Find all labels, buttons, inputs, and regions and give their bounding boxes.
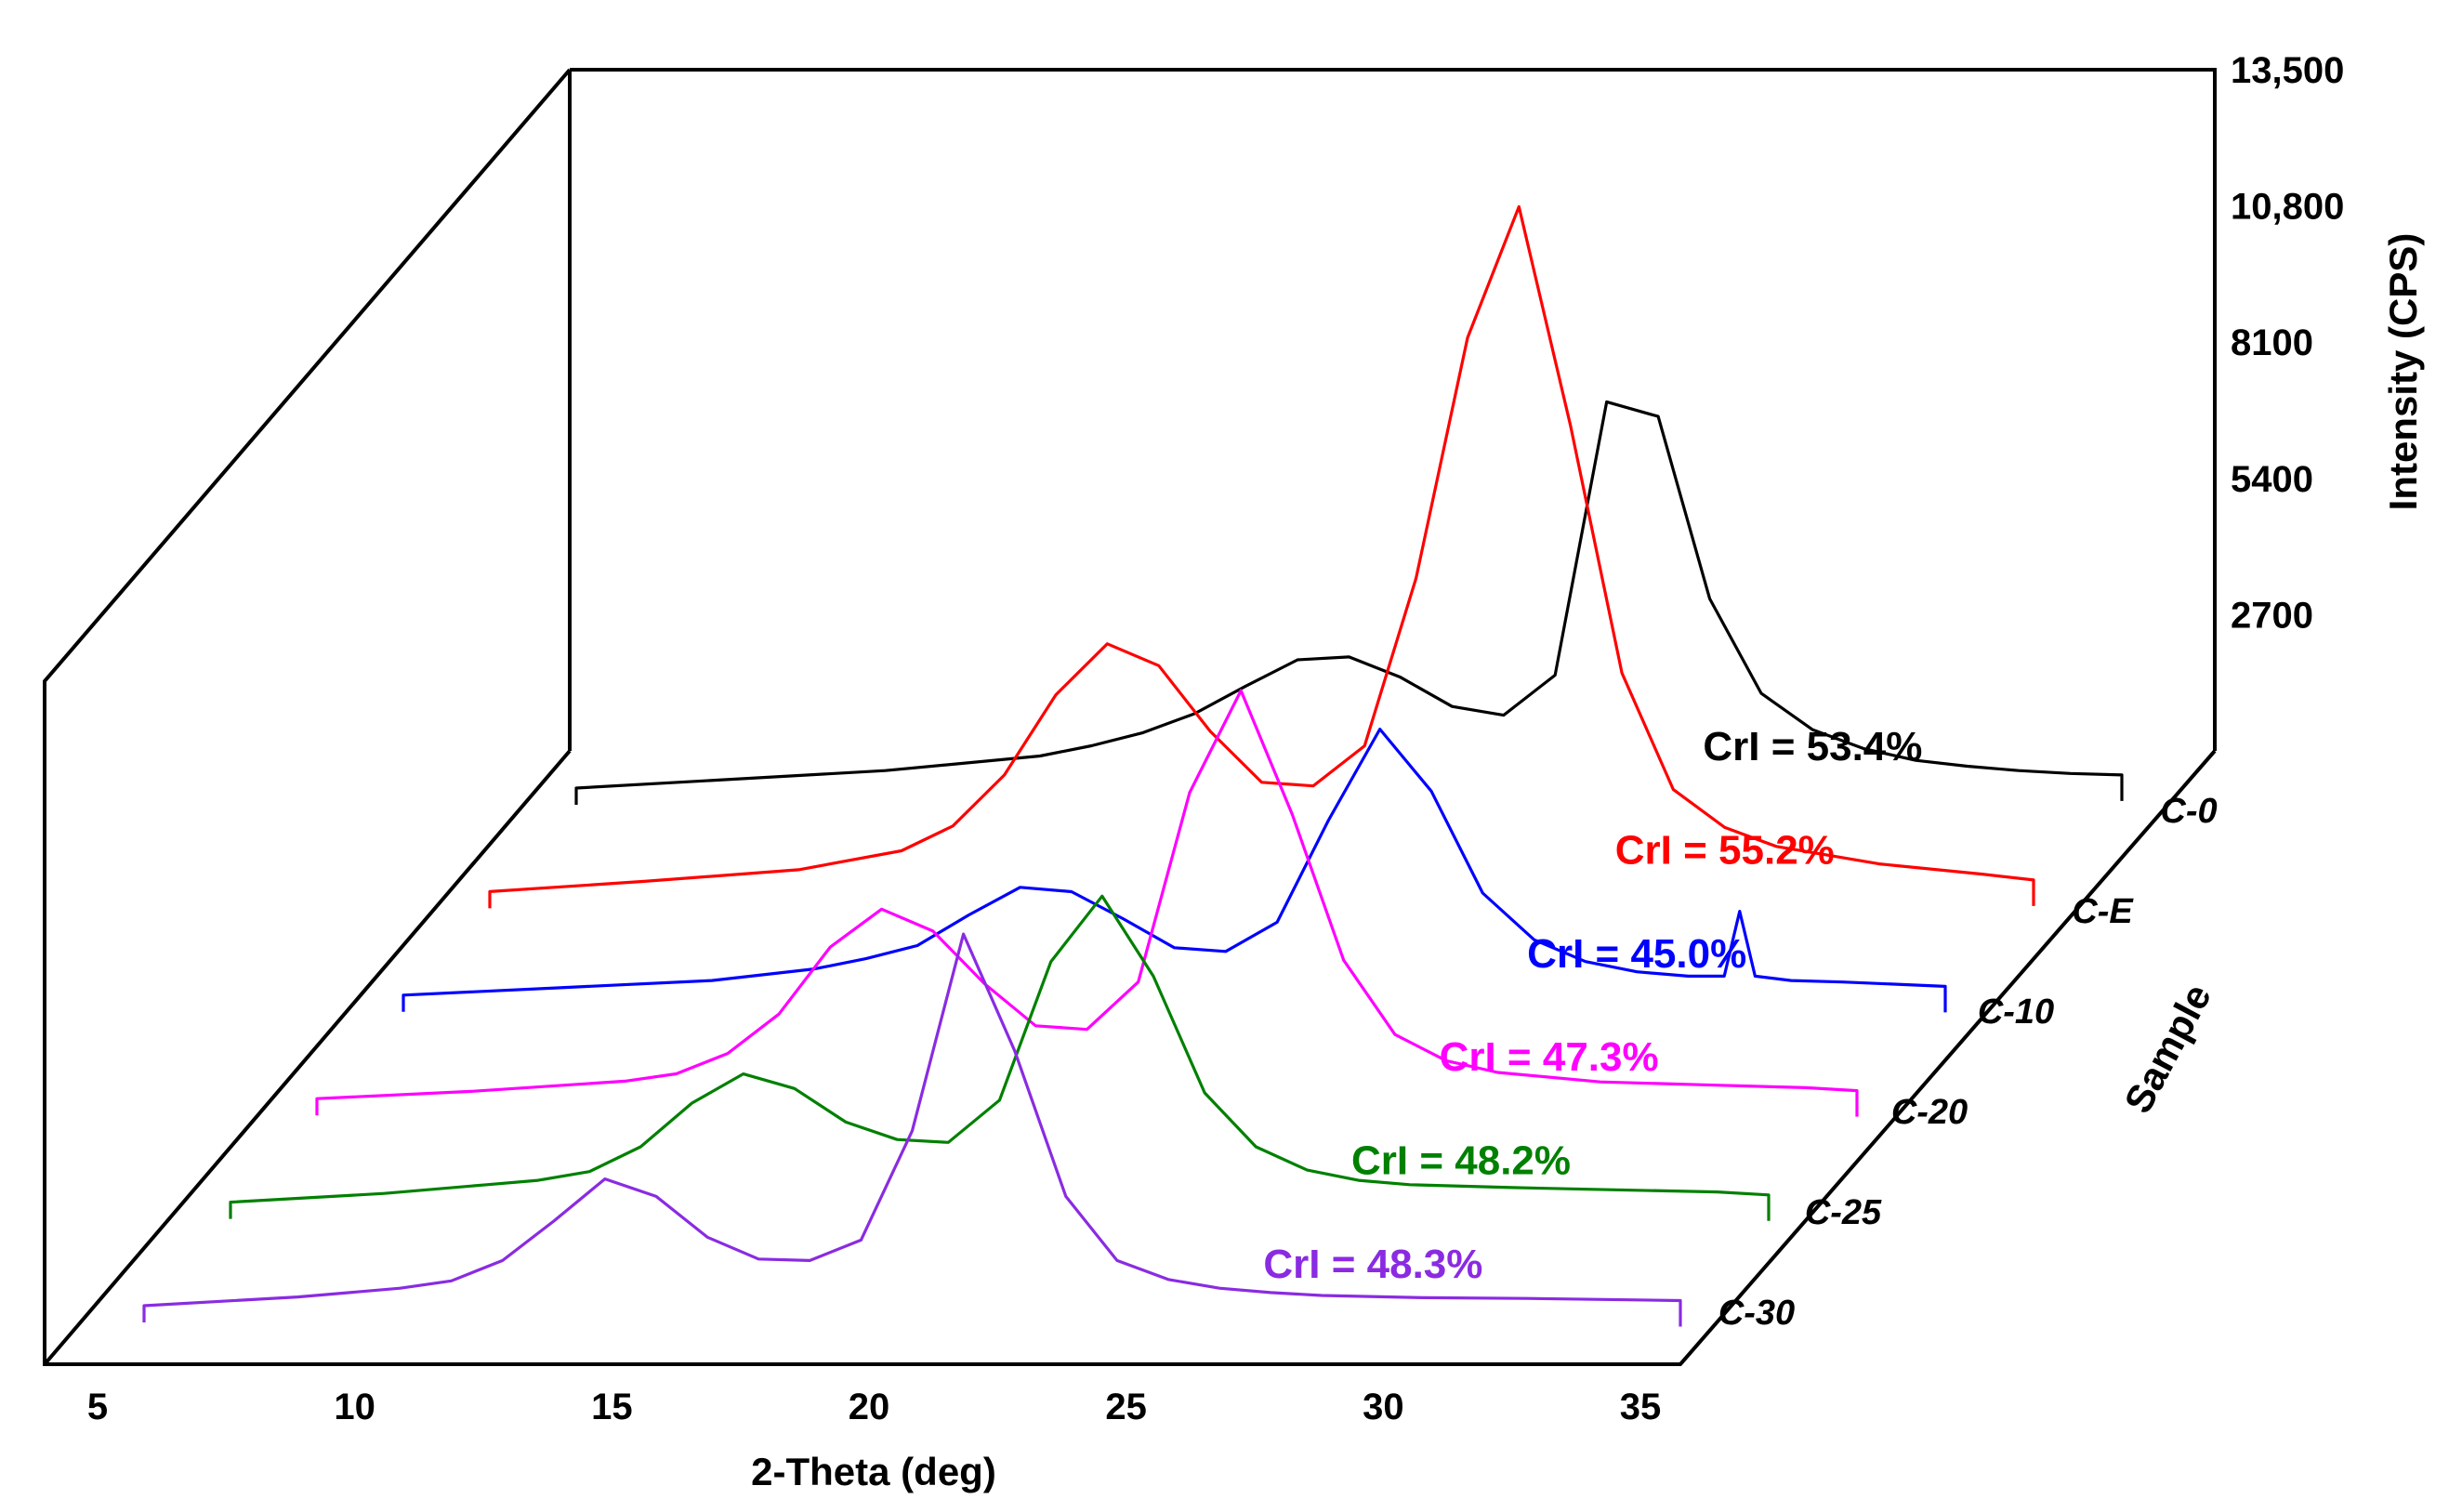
frame-outline [43,68,2217,1366]
sample-label: C-E [2072,892,2134,931]
x-tick-label: 35 [1620,1387,1662,1427]
sample-label: C-0 [2160,792,2217,831]
series-line-c-e [488,204,2035,909]
series-line-c-0 [574,400,2124,805]
crl-label-c-0: CrI = 53.4% [1703,724,1922,769]
x-axis-title: 2-Theta (deg) [751,1450,996,1493]
crl-label-c-30: CrI = 48.3% [1263,1242,1482,1287]
sample-label: C-10 [1978,993,2054,1032]
x-tick-label: 5 [87,1387,108,1427]
crl-label-c-20: CrI = 47.3% [1440,1034,1659,1080]
series-line-c-25 [229,894,1771,1221]
y-tick-label: 10,800 [2231,187,2344,228]
x-tick-label: 10 [334,1387,375,1427]
crl-label-c-e: CrI = 55.2% [1615,827,1835,873]
x-axis-ticks: 5 10 15 20 25 30 35 [87,1387,1661,1427]
crl-label-c-10: CrI = 45.0% [1527,931,1746,977]
chart-frame [43,68,2217,1366]
sample-label: C-20 [1891,1093,1968,1132]
y-axis-title: Intensity (CPS) [2381,233,2425,511]
sample-label: C-30 [1718,1294,1795,1333]
series-line-c-30 [142,932,1682,1327]
y-tick-label: 2700 [2231,595,2313,636]
x-tick-label: 30 [1363,1387,1404,1427]
y-axis-ticks: 2700 5400 8100 10,800 13,500 [2231,50,2344,636]
crystallinity-labels: CrI = 53.4% CrI = 55.2% CrI = 45.0% CrI = 4… [1263,724,1922,1287]
z-axis-title: Sample [2115,977,2219,1120]
x-tick-label: 20 [849,1387,890,1427]
crl-label-c-25: CrI = 48.2% [1351,1138,1571,1184]
y-tick-label: 13,500 [2231,50,2344,91]
x-tick-label: 25 [1105,1387,1147,1427]
sample-axis-labels: C-0 C-E C-10 C-20 C-25 C-30 [1718,792,2218,1333]
sample-label: C-25 [1805,1193,1882,1232]
y-tick-label: 8100 [2231,322,2313,363]
x-tick-label: 15 [591,1387,633,1427]
series-traces [142,204,2124,1327]
series-line-c-20 [315,689,1859,1117]
series-line-c-10 [402,728,1947,1013]
y-tick-label: 5400 [2231,459,2313,500]
